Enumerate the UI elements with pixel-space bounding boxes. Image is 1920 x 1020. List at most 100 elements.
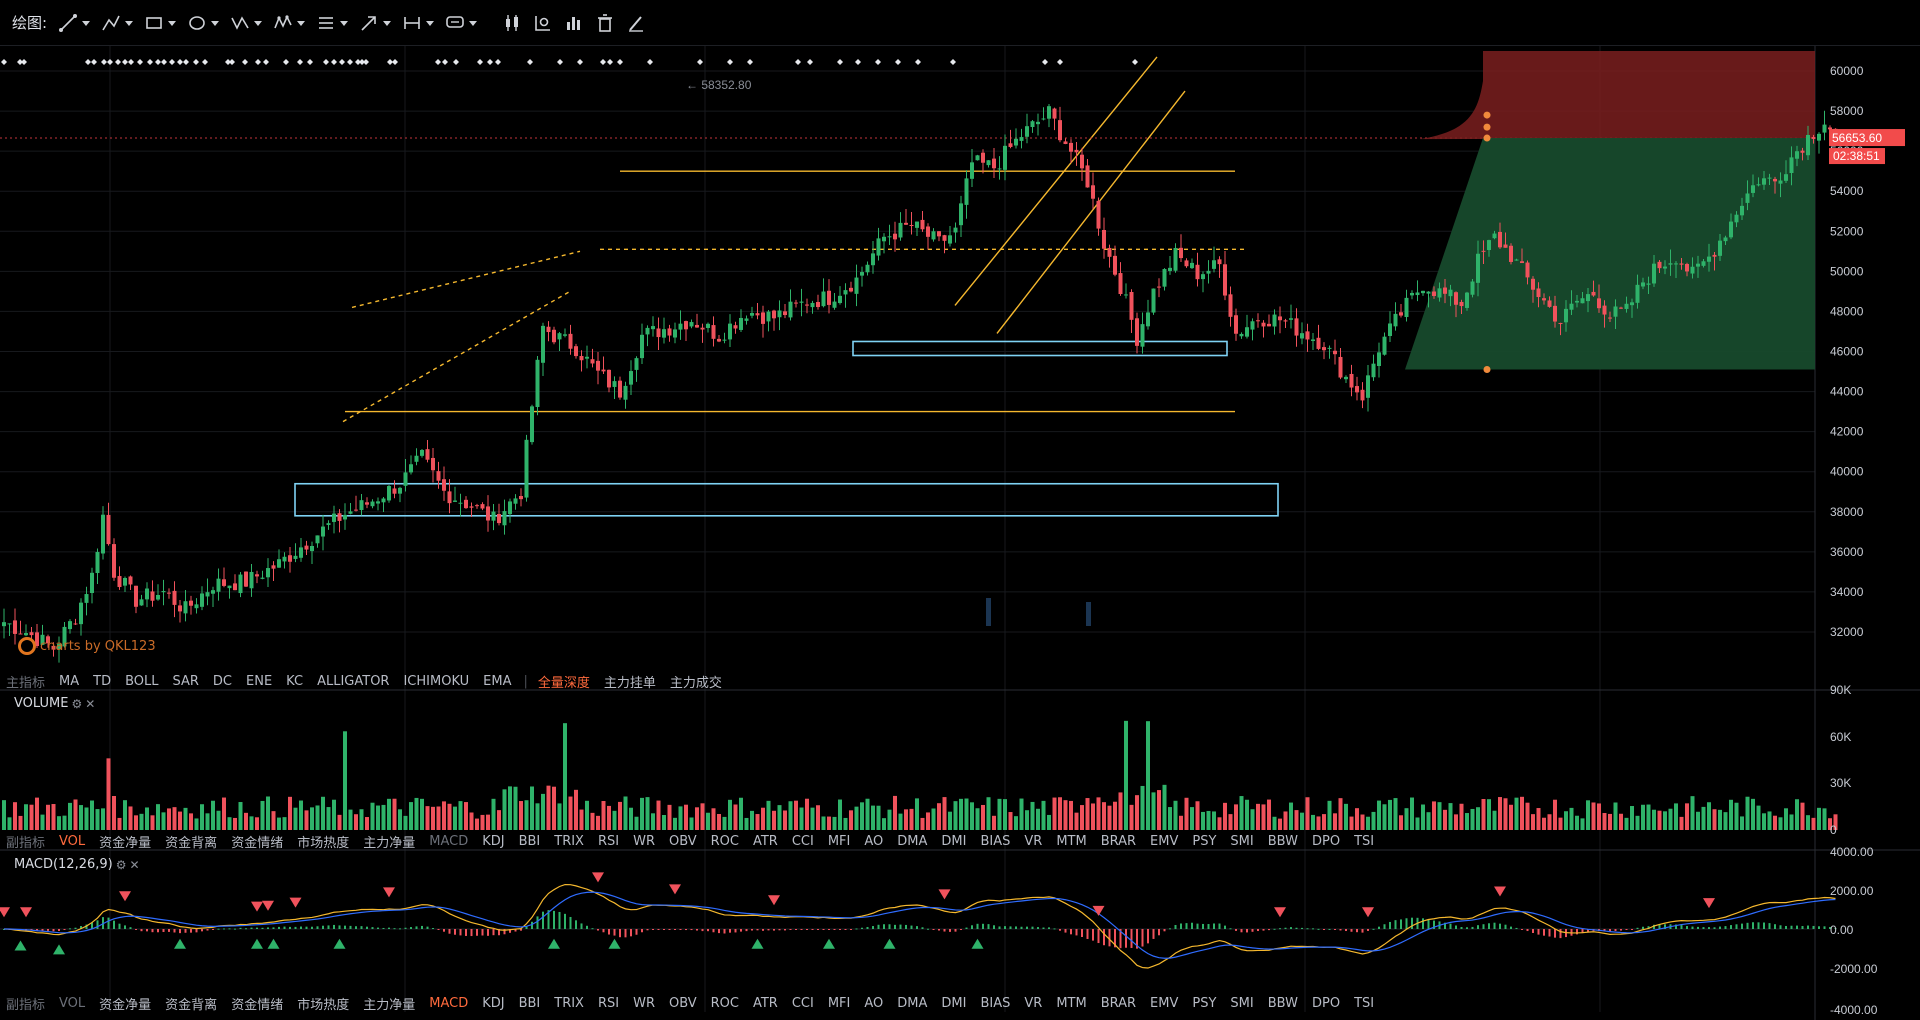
caret-down-icon[interactable] — [167, 18, 177, 28]
main-indicator-item-alligator[interactable]: ALLIGATOR — [317, 673, 390, 689]
main-indicator-item-ene[interactable]: ENE — [246, 673, 273, 689]
sub-indicator-item-vr[interactable]: VR — [1024, 995, 1043, 1011]
sub-indicator-item-vol[interactable]: VOL — [59, 833, 86, 849]
sub-indicator-item-macd[interactable]: MACD — [429, 995, 469, 1011]
zigzag-pattern-tool[interactable] — [229, 12, 263, 34]
sub-indicator-item-obv[interactable]: OBV — [668, 833, 697, 849]
sub-indicator-item-市场热度[interactable]: 市场热度 — [297, 997, 350, 1013]
candle-type-tool[interactable] — [501, 12, 523, 34]
main-indicator-extra-item[interactable]: 主力成交 — [669, 675, 722, 691]
sub-indicator-item-ao[interactable]: AO — [864, 995, 884, 1011]
sub-indicator-item-obv[interactable]: OBV — [668, 995, 697, 1011]
caret-down-icon[interactable] — [253, 18, 263, 28]
main-indicator-item-ichimoku[interactable]: ICHIMOKU — [403, 673, 470, 689]
sub-indicator-item-bbi[interactable]: BBI — [518, 833, 541, 849]
sub-indicator-item-市场热度[interactable]: 市场热度 — [297, 835, 350, 851]
sub-indicator-item-mfi[interactable]: MFI — [827, 833, 851, 849]
trend-line-tool[interactable] — [57, 12, 91, 34]
sub-indicator-item-dmi[interactable]: DMI — [941, 995, 967, 1011]
main-indicator-item-ema[interactable]: EMA — [483, 673, 512, 689]
sub-indicator-item-mtm[interactable]: MTM — [1056, 833, 1087, 849]
sub-indicator-item-dma[interactable]: DMA — [897, 833, 928, 849]
sub-indicator-item-emv[interactable]: EMV — [1150, 995, 1179, 1011]
sub-indicator-item-rsi[interactable]: RSI — [597, 995, 620, 1011]
sub-indicator-item-brar[interactable]: BRAR — [1100, 833, 1137, 849]
sub-indicator-item-rsi[interactable]: RSI — [597, 833, 620, 849]
sub-indicator-item-psy[interactable]: PSY — [1192, 995, 1217, 1011]
sub-indicator-item-bbw[interactable]: BBW — [1267, 995, 1298, 1011]
sub-indicator-item-psy[interactable]: PSY — [1192, 833, 1217, 849]
sub-indicator-item-mtm[interactable]: MTM — [1056, 995, 1087, 1011]
sub-indicator-item-dmi[interactable]: DMI — [941, 833, 967, 849]
gear-icon[interactable]: ⚙ — [71, 696, 83, 711]
sub-indicator-item-资金情绪[interactable]: 资金情绪 — [231, 997, 284, 1013]
main-indicator-item-boll[interactable]: BOLL — [125, 673, 159, 689]
sub-indicator-item-主力净量[interactable]: 主力净量 — [363, 997, 416, 1013]
close-icon[interactable]: ✕ — [85, 696, 96, 711]
sub-indicator-item-emv[interactable]: EMV — [1150, 833, 1179, 849]
sub-indicator-item-dpo[interactable]: DPO — [1311, 833, 1341, 849]
chart-settings-tool[interactable] — [532, 12, 554, 34]
main-indicator-extra-item[interactable]: 全量深度 — [537, 675, 590, 691]
sub-indicator-item-atr[interactable]: ATR — [752, 833, 778, 849]
sub-indicator-item-vr[interactable]: VR — [1024, 833, 1043, 849]
sub-indicator-item-smi[interactable]: SMI — [1230, 995, 1254, 1011]
sub-indicator-item-cci[interactable]: CCI — [791, 833, 814, 849]
sub-indicator-item-主力净量[interactable]: 主力净量 — [363, 835, 416, 851]
sub-indicator-item-mfi[interactable]: MFI — [827, 995, 851, 1011]
rectangle-tool[interactable] — [143, 12, 177, 34]
sub-indicator-item-roc[interactable]: ROC — [710, 995, 739, 1011]
sub-indicator-item-dpo[interactable]: DPO — [1311, 995, 1341, 1011]
sub-indicator-item-资金背离[interactable]: 资金背离 — [165, 835, 218, 851]
harmonic-pattern-tool[interactable] — [272, 12, 306, 34]
sub-indicator-item-trix[interactable]: TRIX — [554, 995, 584, 1011]
sub-indicator-item-vol[interactable]: VOL — [59, 995, 86, 1011]
bar-stats-tool[interactable] — [563, 12, 585, 34]
chart-canvas[interactable]: ← 58352.80 60000580005600054000520005000… — [0, 46, 1920, 1020]
sub-indicator-item-bbi[interactable]: BBI — [518, 995, 541, 1011]
caret-down-icon[interactable] — [296, 18, 306, 28]
sub-indicator-item-kdj[interactable]: KDJ — [482, 995, 505, 1011]
sub-indicator-item-ao[interactable]: AO — [864, 833, 884, 849]
main-indicator-extra-item[interactable]: 主力挂单 — [603, 675, 656, 691]
sub-indicator-item-tsi[interactable]: TSI — [1354, 833, 1375, 849]
main-indicator-item-ma[interactable]: MA — [59, 673, 80, 689]
sub-indicator-item-资金净量[interactable]: 资金净量 — [99, 835, 152, 851]
sub-indicator-item-资金情绪[interactable]: 资金情绪 — [231, 835, 284, 851]
sub-indicator-item-atr[interactable]: ATR — [752, 995, 778, 1011]
main-indicator-item-sar[interactable]: SAR — [172, 673, 199, 689]
close-icon[interactable]: ✕ — [129, 857, 140, 872]
main-indicator-item-td[interactable]: TD — [93, 673, 112, 689]
caret-down-icon[interactable] — [382, 18, 392, 28]
caret-down-icon[interactable] — [81, 18, 91, 28]
measure-range-tool[interactable] — [401, 12, 435, 34]
arrow-tool[interactable] — [358, 12, 392, 34]
ellipse-tool[interactable] — [186, 12, 220, 34]
sub-indicator-item-brar[interactable]: BRAR — [1100, 995, 1137, 1011]
sub-indicator-item-roc[interactable]: ROC — [710, 833, 739, 849]
caret-down-icon[interactable] — [124, 18, 134, 28]
sub-indicator-item-tsi[interactable]: TSI — [1354, 995, 1375, 1011]
fibonacci-tool[interactable] — [315, 12, 349, 34]
gear-icon[interactable]: ⚙ — [115, 857, 127, 872]
text-annotation-tool[interactable] — [444, 12, 478, 34]
sub-indicator-item-bbw[interactable]: BBW — [1267, 833, 1298, 849]
main-indicator-item-dc[interactable]: DC — [212, 673, 233, 689]
sub-indicator-item-cci[interactable]: CCI — [791, 995, 814, 1011]
caret-down-icon[interactable] — [425, 18, 435, 28]
pen-lock-tool[interactable] — [625, 12, 647, 34]
sub-indicator-item-资金背离[interactable]: 资金背离 — [165, 997, 218, 1013]
multi-point-line-tool[interactable] — [100, 12, 134, 34]
sub-indicator-item-bias[interactable]: BIAS — [980, 995, 1011, 1011]
trash-tool[interactable] — [594, 12, 616, 34]
sub-indicator-item-资金净量[interactable]: 资金净量 — [99, 997, 152, 1013]
main-indicator-item-kc[interactable]: KC — [286, 673, 304, 689]
caret-down-icon[interactable] — [339, 18, 349, 28]
sub-indicator-item-kdj[interactable]: KDJ — [482, 833, 505, 849]
sub-indicator-item-wr[interactable]: WR — [633, 833, 655, 849]
sub-indicator-item-wr[interactable]: WR — [633, 995, 655, 1011]
caret-down-icon[interactable] — [468, 18, 478, 28]
sub-indicator-item-trix[interactable]: TRIX — [554, 833, 584, 849]
caret-down-icon[interactable] — [210, 18, 220, 28]
sub-indicator-item-macd[interactable]: MACD — [429, 833, 469, 849]
